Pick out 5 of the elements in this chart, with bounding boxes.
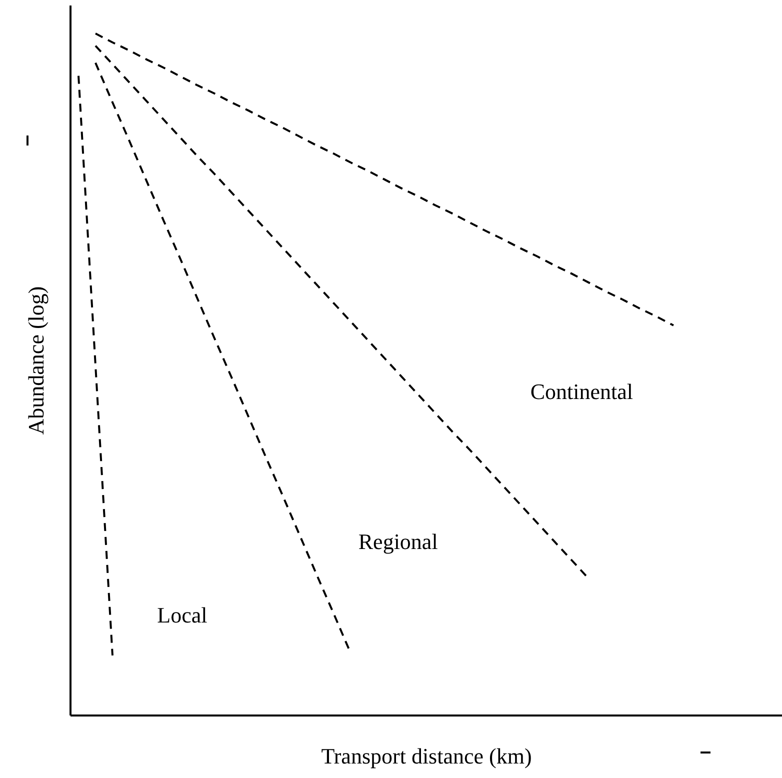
annotation: Local xyxy=(157,602,208,628)
x-axis-title: Transport distance (km) xyxy=(321,744,532,768)
annotation: Continental xyxy=(530,379,634,404)
y-axis-title: Abundance (log) xyxy=(24,286,48,435)
annotation: Regional xyxy=(358,529,438,554)
